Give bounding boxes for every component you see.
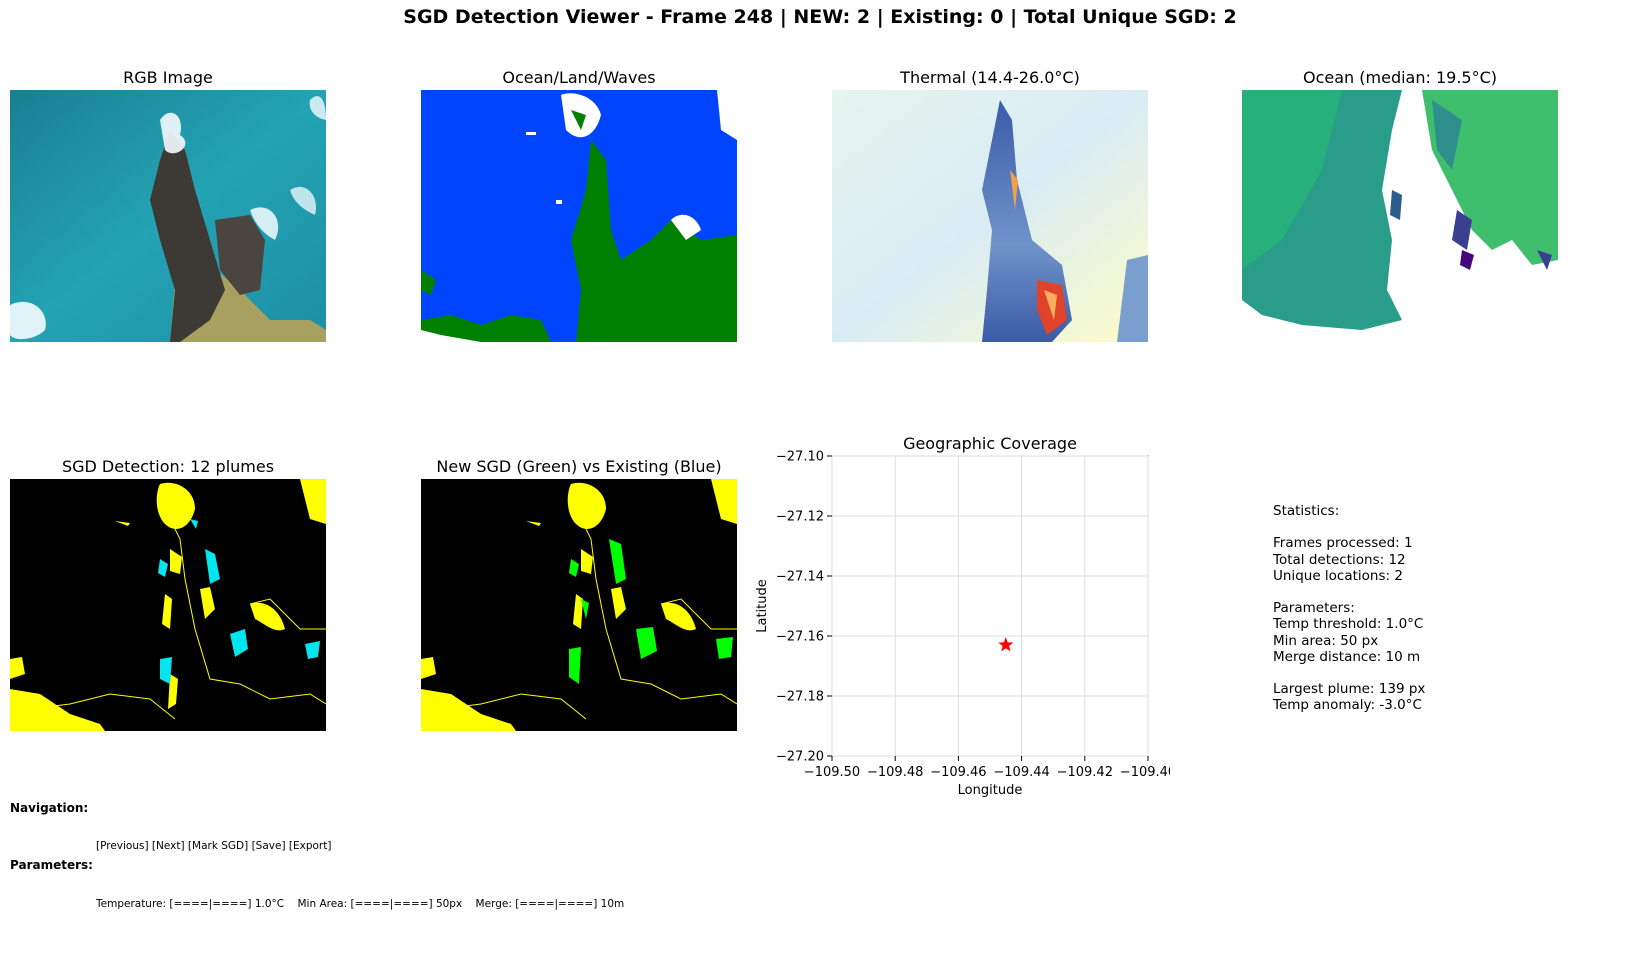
thermal-image [832,90,1148,342]
rgb-panel-title: RGB Image [123,68,213,87]
classification-image [421,90,737,342]
x-tick-label: −109.44 [993,765,1049,780]
export-button[interactable]: [Export] [288,840,332,852]
x-tick-label: −109.50 [804,765,860,780]
window-title: SGD Detection Viewer - Frame 248 | NEW: … [403,6,1237,28]
save-button[interactable]: [Save] [251,840,286,852]
geographic-coverage-chart: −109.50 −109.48 −109.46 −109.44 −109.42 −109.… [755,450,1170,799]
plot-area [831,455,1149,757]
x-tick-label: −109.42 [1057,765,1113,780]
y-tick-label: −27.12 [776,510,824,525]
min-area-slider[interactable]: Min Area: [====|====] 50px [297,898,463,910]
x-tick-label: −109.48 [867,765,923,780]
temperature-slider[interactable]: Temperature: [====|====] 1.0°C [96,898,285,910]
x-tick-label: −109.46 [930,765,986,780]
next-button[interactable]: [Next] [151,840,185,852]
rgb-image [10,90,326,342]
ocean-temperature-image [1242,90,1558,342]
x-tick-label: −109.40 [1120,765,1170,780]
detection-panel-title: SGD Detection: 12 plumes [61,457,275,476]
navigation-buttons: [Previous] [Next] [Mark SGD] [Save] [Exp… [96,840,331,852]
ocean-panel-title: Ocean (median: 19.5°C) [1303,68,1497,87]
sgd-detection-image [10,479,326,731]
y-tick-label: −27.20 [776,750,824,765]
classification-panel-title: Ocean/Land/Waves [502,68,656,87]
merge-slider[interactable]: Merge: [====|====] 10m [475,898,625,910]
y-tick-label: −27.16 [776,630,824,645]
location-star-marker [998,637,1014,652]
statistics-panel: Statistics: Frames processed: 1 Total de… [1273,503,1426,714]
y-tick-label: −27.18 [776,690,824,705]
x-axis-label: Longitude [958,783,1023,798]
y-tick-label: −27.10 [776,450,824,465]
new-vs-existing-image [421,479,737,731]
mark-sgd-button[interactable]: [Mark SGD] [187,840,249,852]
y-tick-label: −27.14 [776,570,824,585]
parameter-sliders: Temperature: [====|====] 1.0°C Min Area:… [96,898,624,910]
thermal-panel-title: Thermal (14.4-26.0°C) [900,68,1080,87]
parameters-label: Parameters: [10,858,93,872]
new-vs-existing-panel-title: New SGD (Green) vs Existing (Blue) [436,457,722,476]
navigation-label: Navigation: [10,801,89,815]
coverage-panel-title: Geographic Coverage [903,434,1077,453]
previous-button[interactable]: [Previous] [96,840,149,852]
y-axis-label: Latitude [755,579,770,633]
